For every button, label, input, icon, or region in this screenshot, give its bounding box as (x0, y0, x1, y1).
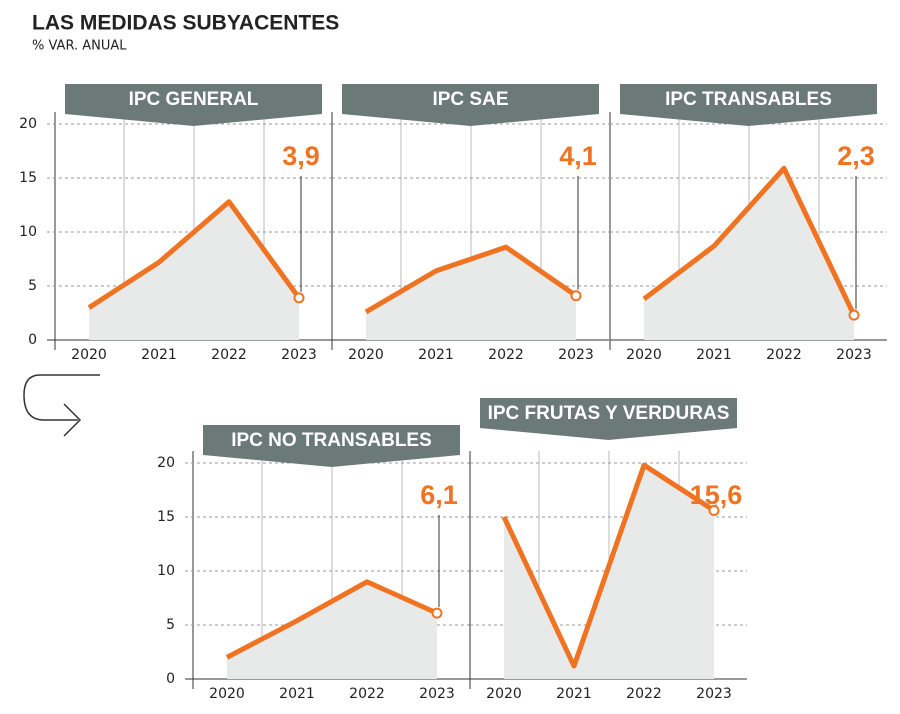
value-label: 6,1 (420, 480, 458, 510)
point (848, 309, 860, 321)
x-tick-label: 2022 (211, 347, 247, 363)
area (89, 201, 299, 340)
arrow-icon (23, 374, 100, 437)
panel-title: IPC TRANSABLES (665, 89, 832, 110)
x-tick-label: 2020 (348, 347, 384, 363)
x-tick-label: 2022 (626, 686, 662, 702)
x-tick-label: 2023 (836, 347, 872, 363)
subtitle: % VAR. ANUAL (32, 39, 127, 54)
line (225, 579, 439, 660)
x-tick-label: 2021 (141, 347, 177, 363)
area (227, 581, 437, 679)
line (501, 462, 716, 669)
y-tick-label: 10 (19, 224, 37, 240)
banner (480, 398, 737, 440)
x-tick-label: 2020 (626, 347, 662, 363)
y-tick-label: 15 (19, 170, 37, 186)
y-tick-label: 20 (19, 116, 37, 132)
banner (203, 425, 460, 467)
x-tick-label: 2023 (558, 347, 594, 363)
title: LAS MEDIDAS SUBYACENTES (32, 12, 339, 35)
x-tick-label: 2021 (556, 686, 592, 702)
line (364, 244, 578, 315)
y-tick-label: 0 (28, 332, 37, 348)
point (431, 607, 443, 619)
line (87, 199, 302, 310)
point (293, 292, 305, 304)
y-tick-label: 5 (166, 617, 175, 633)
x-tick-label: 2023 (419, 686, 455, 702)
panel-title: IPC FRUTAS Y VERDURAS (488, 403, 730, 424)
panel-title: IPC SAE (432, 89, 508, 110)
y-tick-label: 20 (157, 455, 175, 471)
point (708, 505, 720, 517)
y-tick-label: 15 (157, 509, 175, 525)
x-tick-label: 2023 (281, 347, 317, 363)
y-tick-label: 10 (157, 563, 175, 579)
panel-title: IPC GENERAL (129, 89, 259, 110)
x-tick-label: 2020 (71, 347, 107, 363)
x-tick-label: 2021 (279, 686, 315, 702)
point (570, 290, 582, 302)
panel-title: IPC NO TRANSABLES (231, 430, 432, 451)
value-label: 4,1 (559, 141, 597, 171)
line (642, 165, 857, 317)
area (366, 247, 576, 340)
y-tick-label: 5 (28, 278, 37, 294)
x-tick-label: 2021 (696, 347, 732, 363)
value-label: 3,9 (282, 141, 320, 171)
x-tick-label: 2022 (349, 686, 385, 702)
x-tick-label: 2022 (766, 347, 802, 363)
value-label: 2,3 (837, 141, 875, 171)
x-tick-label: 2021 (418, 347, 454, 363)
banner (65, 84, 322, 126)
x-tick-label: 2023 (696, 686, 732, 702)
x-tick-label: 2020 (486, 686, 522, 702)
x-tick-label: 2022 (488, 347, 524, 363)
x-tick-label: 2020 (209, 686, 245, 702)
value-label: 15,6 (690, 480, 743, 510)
area (644, 168, 854, 340)
y-tick-label: 0 (166, 671, 175, 687)
banner (620, 84, 877, 126)
banner (342, 84, 599, 126)
